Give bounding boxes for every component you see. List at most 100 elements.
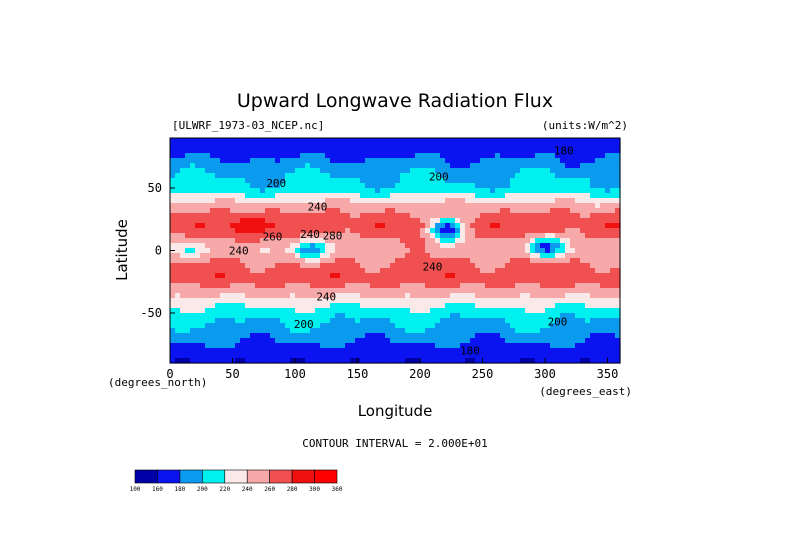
heatmap-cell	[260, 343, 266, 349]
heatmap-cell	[485, 288, 491, 294]
heatmap-cell	[280, 228, 286, 234]
heatmap-cell	[560, 178, 566, 184]
heatmap-cell	[320, 258, 326, 264]
heatmap-cell	[585, 163, 591, 169]
heatmap-cell	[550, 263, 556, 269]
heatmap-cell	[255, 308, 261, 314]
heatmap-cell	[490, 313, 496, 319]
heatmap-cell	[310, 318, 316, 324]
heatmap-cell	[595, 303, 601, 309]
heatmap-cell	[595, 318, 601, 324]
heatmap-cell	[420, 343, 426, 349]
heatmap-cell	[420, 353, 426, 359]
heatmap-cell	[300, 163, 306, 169]
heatmap-cell	[315, 283, 321, 289]
heatmap-cell	[570, 163, 576, 169]
heatmap-cell	[460, 228, 466, 234]
heatmap-cell	[295, 338, 301, 344]
heatmap-cell	[600, 243, 606, 249]
heatmap-cell	[410, 188, 416, 194]
heatmap-cell	[340, 198, 346, 204]
heatmap-cell	[455, 258, 461, 264]
heatmap-cell	[600, 263, 606, 269]
heatmap-cell	[405, 278, 411, 284]
heatmap-cell	[400, 208, 406, 214]
heatmap-cell	[540, 268, 546, 274]
heatmap-cell	[545, 153, 551, 159]
heatmap-cell	[410, 288, 416, 294]
heatmap-cell	[365, 348, 371, 354]
heatmap-cell	[345, 293, 351, 299]
heatmap-cell	[425, 243, 431, 249]
heatmap-cell	[515, 333, 521, 339]
heatmap-cell	[475, 313, 481, 319]
heatmap-cell	[350, 138, 356, 144]
heatmap-cell	[235, 273, 241, 279]
heatmap-cell	[525, 143, 531, 149]
heatmap-cell	[285, 348, 291, 354]
heatmap-cell	[615, 213, 621, 219]
heatmap-cell	[350, 348, 356, 354]
heatmap-cell	[565, 168, 571, 174]
heatmap-cell	[530, 138, 536, 144]
heatmap-cell	[615, 173, 621, 179]
heatmap-cell	[190, 253, 196, 259]
heatmap-cell	[365, 328, 371, 334]
heatmap-cell	[230, 163, 236, 169]
heatmap-cell	[245, 183, 251, 189]
heatmap-cell	[500, 228, 506, 234]
heatmap-cell	[520, 183, 526, 189]
heatmap-cell	[505, 208, 511, 214]
heatmap-cell	[215, 203, 221, 209]
heatmap-cell	[550, 218, 556, 224]
heatmap-cell	[330, 143, 336, 149]
heatmap-cell	[260, 248, 266, 254]
heatmap-cell	[360, 273, 366, 279]
heatmap-cell	[485, 278, 491, 284]
heatmap-cell	[610, 278, 616, 284]
heatmap-cell	[505, 243, 511, 249]
heatmap-cell	[330, 153, 336, 159]
heatmap-cell	[445, 328, 451, 334]
heatmap-cell	[530, 298, 536, 304]
heatmap-cell	[390, 333, 396, 339]
heatmap-cell	[350, 343, 356, 349]
heatmap-cell	[335, 348, 341, 354]
heatmap-cell	[515, 193, 521, 199]
heatmap-cell	[410, 258, 416, 264]
heatmap-cell	[190, 358, 196, 364]
heatmap-cell	[535, 253, 541, 259]
heatmap-cell	[445, 223, 451, 229]
heatmap-cell	[450, 308, 456, 314]
heatmap-cell	[595, 228, 601, 234]
heatmap-cell	[220, 283, 226, 289]
heatmap-cell	[545, 283, 551, 289]
heatmap-cell	[275, 233, 281, 239]
heatmap-cell	[540, 253, 546, 259]
heatmap-cell	[495, 238, 501, 244]
heatmap-cell	[315, 153, 321, 159]
heatmap-cell	[490, 158, 496, 164]
heatmap-cell	[320, 173, 326, 179]
heatmap-cell	[525, 318, 531, 324]
heatmap-cell	[205, 138, 211, 144]
heatmap-cell	[460, 338, 466, 344]
heatmap-cell	[340, 253, 346, 259]
heatmap-cell	[455, 303, 461, 309]
heatmap-cell	[340, 283, 346, 289]
heatmap-cell	[505, 138, 511, 144]
heatmap-cell	[565, 193, 571, 199]
heatmap-cell	[445, 178, 451, 184]
heatmap-cell	[515, 298, 521, 304]
heatmap-cell	[385, 188, 391, 194]
heatmap-cell	[360, 138, 366, 144]
heatmap-cell	[330, 348, 336, 354]
heatmap-cell	[560, 353, 566, 359]
heatmap-cell	[600, 218, 606, 224]
heatmap-cell	[185, 338, 191, 344]
heatmap-cell	[295, 318, 301, 324]
heatmap-cell	[590, 188, 596, 194]
heatmap-cell	[225, 198, 231, 204]
heatmap-cell	[290, 348, 296, 354]
heatmap-cell	[615, 168, 621, 174]
